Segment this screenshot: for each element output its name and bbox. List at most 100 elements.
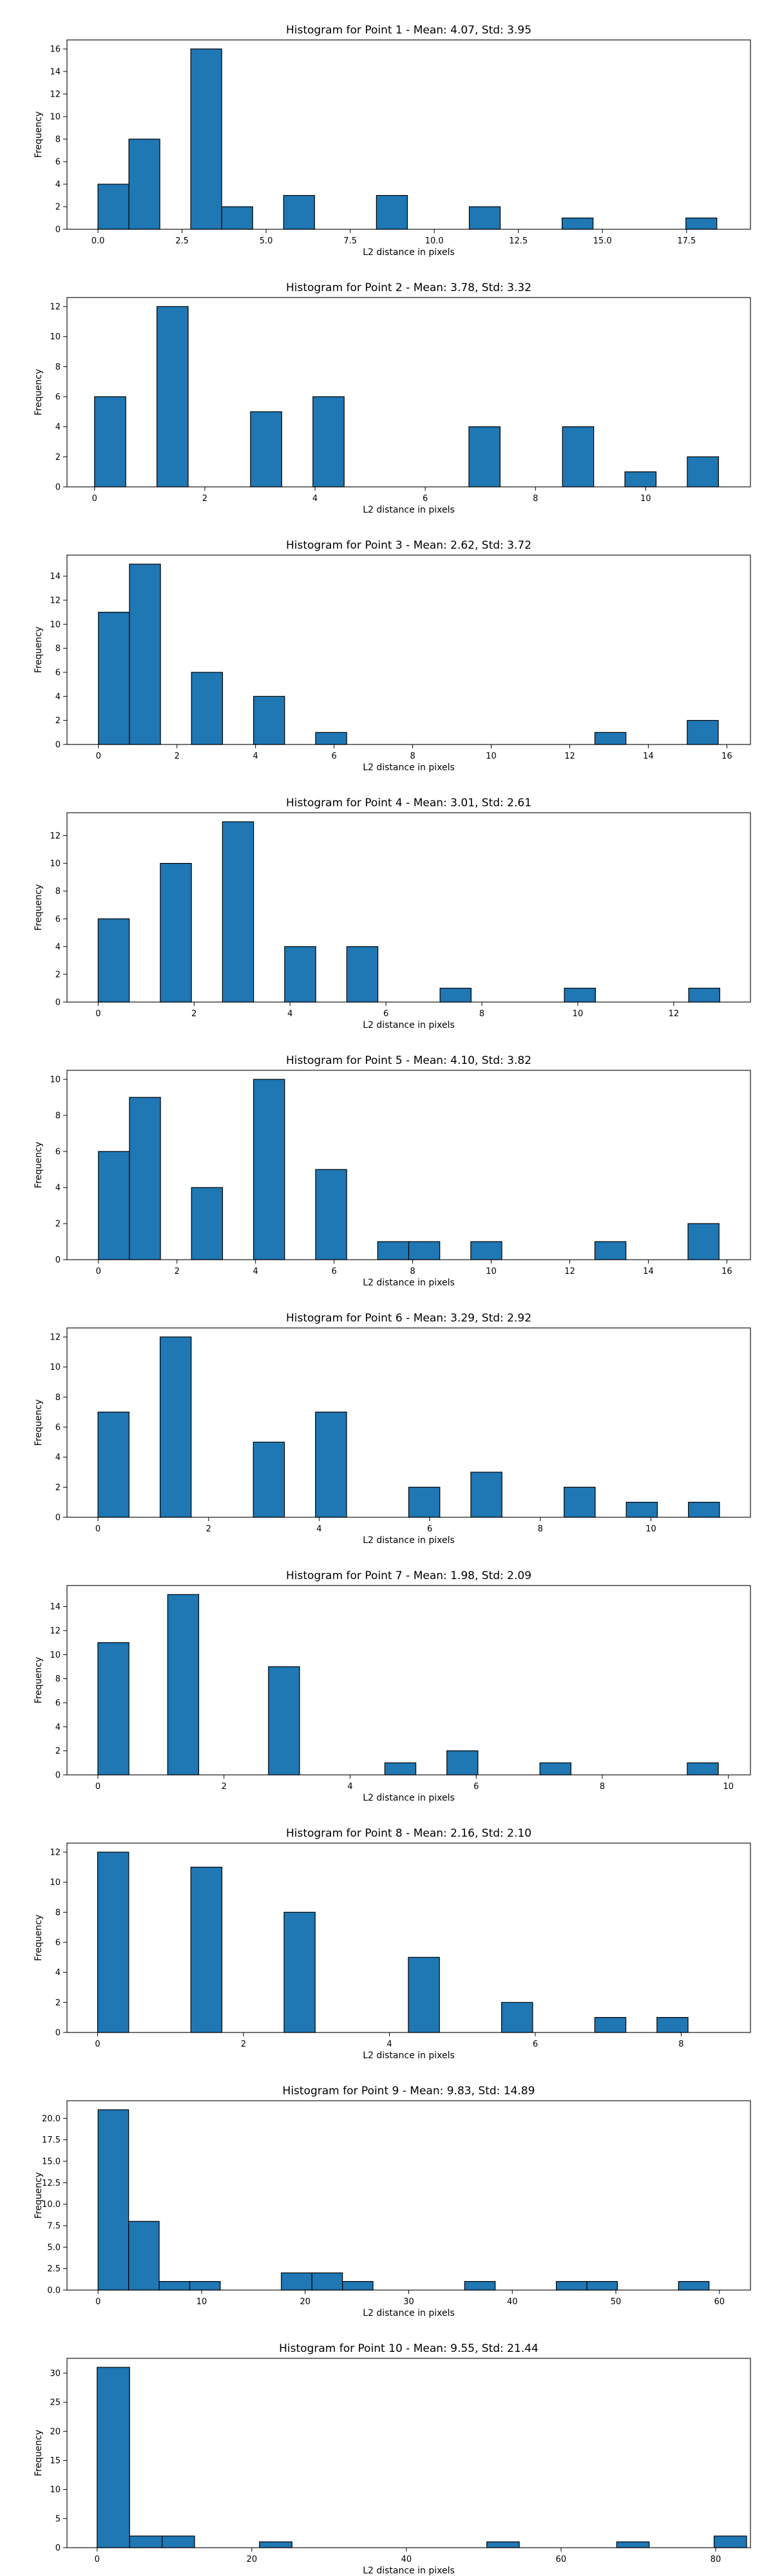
x-tick-label: 0 (96, 1267, 101, 1276)
x-axis-label: L2 distance in pixels (363, 2308, 455, 2318)
y-tick-label: 8 (55, 644, 61, 654)
histogram-bar (713, 2535, 747, 2548)
x-tick-label: 6 (533, 2040, 538, 2049)
histogram-bar (128, 2221, 160, 2291)
histogram-bar (190, 48, 222, 230)
x-tick-label: 60 (714, 2297, 725, 2307)
y-tick-label: 8 (55, 363, 61, 372)
histogram-bar (315, 1169, 347, 1260)
x-tick-label: 20 (300, 2297, 310, 2307)
y-tick-label: 4 (55, 180, 61, 190)
y-tick-label: 10 (50, 620, 61, 630)
x-tick-label: 0 (95, 1524, 100, 1534)
x-tick-label: 2 (175, 752, 180, 761)
histogram-bar (562, 426, 595, 488)
histogram-bar (616, 2541, 650, 2548)
y-tick-label: 5.0 (47, 2243, 61, 2253)
histogram-bar (129, 1097, 161, 1260)
y-tick-label: 2 (55, 716, 61, 726)
x-axis: 0.0 2.5 5.0 7.5 10.0 12.5 15.0 17.5 (91, 229, 696, 246)
bars (98, 1079, 720, 1260)
axes-frame (66, 1842, 751, 2033)
x-tick-label: 20 (247, 2555, 258, 2564)
histogram-bar (342, 2281, 374, 2291)
y-tick-label: 4 (55, 692, 61, 702)
histogram-bar (250, 411, 282, 488)
y-tick-label: 0 (55, 225, 61, 235)
y-tick-label: 25 (50, 2398, 61, 2408)
x-tick-label: 2.5 (175, 236, 189, 246)
y-tick-label: 5 (55, 2514, 61, 2524)
x-tick-label: 16 (721, 752, 732, 761)
histogram-bar (312, 396, 345, 488)
x-tick-label: 16 (721, 1267, 732, 1276)
y-tick-label: 10 (50, 1878, 61, 1888)
chart-title: Histogram for Point 2 - Mean: 3.78, Std:… (286, 281, 531, 294)
x-tick-label: 8 (538, 1524, 543, 1534)
histogram-chart-8: Histogram for Point 8 - Mean: 2.16, Std:… (33, 1827, 751, 2061)
y-tick-label: 4 (55, 1453, 61, 1463)
x-axis: 0 2 4 6 8 10 (92, 487, 651, 504)
y-axis: 0 2 4 6 8 10 12 (50, 1333, 67, 1523)
histogram-bar (311, 2272, 343, 2291)
y-tick-label: 12.5 (42, 2179, 61, 2188)
x-tick-label: 10 (573, 1009, 584, 1019)
histogram-chart-3: Histogram for Point 3 - Mean: 2.62, Std:… (33, 539, 751, 773)
x-axis: 0 2 4 6 8 10 (95, 1517, 656, 1534)
y-axis: 0 2 4 6 8 10 12 14 (50, 1602, 67, 1781)
histogram-bar (688, 1502, 720, 1518)
y-tick-label: 0 (55, 741, 61, 750)
histogram-bar (687, 456, 719, 488)
histogram-bar (191, 672, 224, 745)
histogram-bar (594, 2017, 627, 2033)
y-tick-label: 6 (55, 1423, 61, 1433)
histogram-bar (98, 612, 130, 745)
y-axis: 0 2 4 6 8 10 12 (50, 831, 67, 1008)
histogram-bar (97, 2109, 129, 2291)
y-tick-label: 10 (50, 1075, 61, 1085)
histogram-bar (376, 194, 408, 230)
x-tick-label: 8 (678, 2040, 683, 2049)
histogram-bar (283, 194, 315, 230)
histogram-bar (128, 138, 160, 230)
y-tick-label: 4 (55, 1184, 61, 1193)
y-tick-label: 6 (55, 1938, 61, 1948)
y-tick-label: 12 (50, 596, 61, 606)
chart-title: Histogram for Point 8 - Mean: 2.16, Std:… (286, 1827, 531, 1840)
histogram-bar (687, 720, 719, 745)
x-tick-label: 4 (386, 2040, 392, 2049)
y-axis-label: Frequency (33, 2172, 44, 2219)
x-tick-label: 14 (643, 752, 654, 761)
y-tick-label: 2.5 (47, 2264, 61, 2274)
x-axis-label: L2 distance in pixels (363, 2566, 455, 2576)
histogram-bar (98, 1151, 130, 1260)
axes-frame (66, 2358, 751, 2548)
x-tick-label: 0 (95, 1782, 100, 1792)
x-tick-label: 0 (92, 494, 97, 504)
x-tick-label: 4 (253, 1267, 258, 1276)
y-tick-label: 0 (55, 2029, 61, 2038)
histogram-bar (539, 1762, 571, 1776)
x-tick-label: 8 (410, 1267, 415, 1276)
x-tick-label: 6 (383, 1009, 388, 1019)
chart-title: Histogram for Point 7 - Mean: 1.98, Std:… (286, 1569, 531, 1582)
chart-title: Histogram for Point 1 - Mean: 4.07, Std:… (286, 24, 531, 37)
x-tick-label: 0 (96, 752, 101, 761)
histogram-bar (97, 1642, 129, 1776)
x-tick-label: 4 (312, 494, 318, 504)
y-axis: 0 2 4 6 8 10 12 (50, 1848, 67, 2038)
histogram-bar (97, 918, 130, 1003)
histogram-bar (315, 1412, 347, 1518)
x-axis-label: L2 distance in pixels (363, 1278, 455, 1288)
histogram-chart-2: Histogram for Point 2 - Mean: 3.78, Std:… (33, 281, 751, 515)
histogram-bar (656, 2017, 689, 2033)
x-axis: 0 2 4 6 8 10 12 14 16 (96, 1260, 732, 1276)
histogram-bar (685, 217, 718, 230)
x-tick-label: 4 (347, 1782, 352, 1792)
histogram-bar (221, 206, 253, 230)
bars (97, 821, 720, 1003)
y-axis: 0 2 4 6 8 10 12 (50, 303, 67, 493)
histogram-bar (564, 987, 596, 1003)
y-tick-label: 12 (50, 1333, 61, 1343)
y-tick-label: 7.5 (47, 2222, 61, 2231)
